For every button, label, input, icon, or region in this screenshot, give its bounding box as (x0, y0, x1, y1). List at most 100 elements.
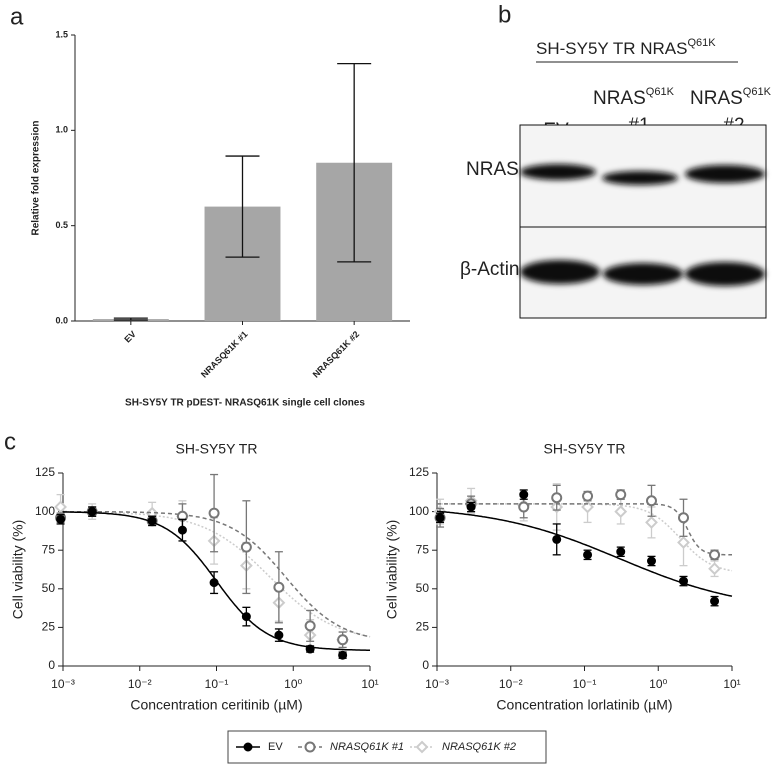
x-tick-label: 10⁰ (649, 677, 667, 691)
marker (305, 644, 315, 654)
y-axis-label: Cell viability (%) (10, 520, 26, 620)
marker (552, 534, 562, 544)
marker (678, 512, 690, 524)
fit-curve (63, 511, 371, 638)
x-tick-label: 10⁰ (284, 677, 302, 691)
y-tick-label: 50 (416, 581, 430, 595)
y-tick-label: 75 (42, 542, 56, 556)
marker (435, 513, 445, 523)
marker (54, 500, 67, 514)
y-tick-label: 100 (35, 504, 55, 518)
marker (87, 507, 97, 517)
blot: SH-SY5Y TR NRASQ61K EV NRASQ61K #1 NRASQ… (460, 37, 772, 319)
y-tick-label: 50 (42, 581, 56, 595)
marker (645, 515, 658, 529)
fit-curve (63, 510, 371, 638)
marker (646, 495, 658, 507)
marker (710, 596, 720, 606)
x-tick-label: 10⁻¹ (205, 677, 229, 691)
marker (177, 525, 187, 535)
lane-label: NRASQ61K (593, 86, 675, 109)
x-axis-label: Concentration lorlatinib (µM) (496, 697, 672, 713)
y-axis-label: Cell viability (%) (384, 520, 400, 620)
bar-chart: 0.0 0.5 1.0 1.5 Relative fold expression SH-S… (31, 29, 410, 409)
x-tick-label: 10¹ (723, 677, 740, 691)
x-axis-label: Concentration ceritinib (µM) (130, 697, 302, 713)
band (520, 164, 596, 180)
marker (582, 490, 594, 502)
x-tick-label: 10⁻² (128, 677, 152, 691)
marker (708, 562, 721, 576)
x-tick-label: 10⁻² (499, 677, 523, 691)
x-axis-label: SH-SY5Y TR pDEST- NRASQ61K single cell c… (125, 398, 365, 409)
marker (615, 489, 627, 501)
x-tick-label: 10¹ (361, 677, 378, 691)
blot-title: SH-SY5Y TR NRASQ61K (536, 37, 716, 59)
y-tick-label: 1.5 (55, 29, 68, 39)
x-tick-label: 10⁻³ (51, 677, 75, 691)
y-tick-label: 25 (416, 620, 430, 634)
chart-title: SH-SY5Y TR (176, 441, 258, 457)
marker (614, 505, 628, 519)
marker (466, 502, 476, 512)
y-tick-label: 125 (409, 465, 429, 479)
band (602, 171, 678, 185)
legend: EV NRASQ61K #1 NRASQ61K #2 (236, 740, 516, 754)
row-label: β-Actin (460, 259, 520, 280)
band (685, 165, 765, 183)
panel-label: a (10, 3, 24, 30)
row-label: NRAS (466, 159, 519, 180)
lane-label: NRASQ61K (690, 86, 772, 109)
marker (147, 516, 157, 526)
x-tick-label: EV (122, 329, 138, 345)
x-tick-label: NRASQ61K #1 (199, 329, 250, 380)
marker (415, 740, 429, 754)
marker (583, 550, 593, 560)
marker (647, 556, 657, 566)
y-tick-label: 0 (422, 658, 429, 672)
blot-frame (519, 124, 767, 319)
y-tick-label: 0 (48, 658, 55, 672)
y-tick-label: 100 (409, 504, 429, 518)
x-tick-label: NRASQ61K #2 (311, 329, 362, 380)
marker (241, 612, 251, 622)
marker (679, 576, 689, 586)
y-tick-label: 0.5 (55, 220, 68, 230)
marker (709, 549, 721, 561)
marker (338, 650, 348, 660)
panel-label: b (498, 1, 511, 28)
y-tick-label: 125 (35, 465, 55, 479)
marker (208, 507, 220, 519)
marker (518, 501, 530, 513)
scatter-chart: SH-SY5Y TR 0 25 50 75 100 125 10⁻³ 10⁻² 10⁻¹ 10⁰ 10… (10, 441, 379, 713)
y-tick-label: 0.0 (55, 315, 68, 325)
marker (240, 541, 252, 553)
marker (56, 514, 66, 524)
legend-label: EV (268, 741, 283, 753)
y-tick-label: 1.0 (55, 125, 68, 135)
x-tick-label: 10⁻³ (425, 677, 449, 691)
marker (304, 620, 316, 632)
y-tick-label: 25 (42, 620, 56, 634)
y-tick-label: 75 (416, 542, 430, 556)
x-tick-label: 10⁻¹ (573, 677, 597, 691)
marker (243, 742, 253, 752)
marker (274, 630, 284, 640)
band (520, 260, 600, 284)
marker (616, 547, 626, 557)
legend-label: NRASQ61K #1 (330, 741, 404, 753)
legend-box (227, 730, 547, 764)
marker (337, 634, 349, 646)
marker (273, 581, 285, 593)
marker (304, 741, 316, 753)
scatter-chart: SH-SY5Y TR 0 25 50 75 100 125 10⁻³ 10⁻² 10⁻¹ 10⁰ 10… (384, 441, 741, 713)
band (685, 262, 765, 286)
chart-title: SH-SY5Y TR (544, 441, 626, 457)
panel-label: c (4, 428, 16, 455)
marker (209, 578, 219, 588)
fit-curve (437, 503, 733, 572)
band (603, 263, 683, 285)
bands (520, 164, 765, 286)
marker (519, 490, 529, 500)
